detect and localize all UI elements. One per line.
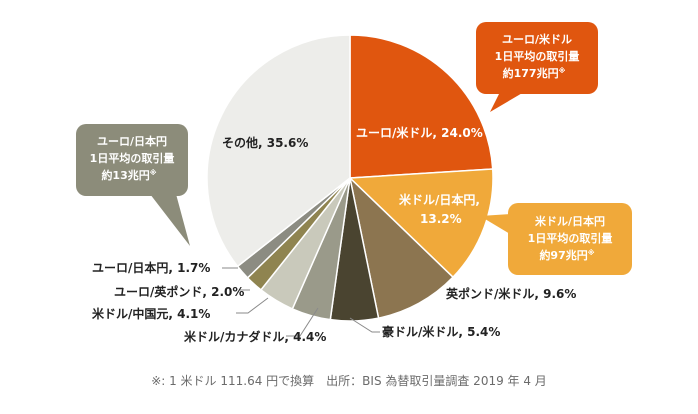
- label-usdcad: 米ドル/カナダドル, 4.4%: [184, 329, 326, 344]
- svg-text:約13兆円※: 約13兆円※: [101, 168, 156, 182]
- label-eurgbp: ユーロ/英ポンド, 2.0%: [114, 284, 244, 299]
- pie-slice-8: [206, 34, 351, 268]
- label-usdjpy-line2: 13.2%: [420, 212, 462, 226]
- callout-usdjpy-sup: ※: [588, 248, 595, 257]
- callout-eurjpy: ユーロ/日本円 1日平均の取引量 約13兆円※: [76, 124, 190, 246]
- callout-usdjpy-line1: 米ドル/日本円: [534, 214, 605, 228]
- callout-eurusd: ユーロ/米ドル 1日平均の取引量 約177兆円※: [476, 22, 598, 112]
- footnote: ※: 1 米ドル 111.64 円で換算 出所：BIS 為替取引量調査 2019…: [151, 374, 547, 388]
- callout-eurjpy-line3: 約13兆円: [101, 168, 149, 182]
- callout-eurjpy-line2: 1日平均の取引量: [90, 151, 175, 165]
- callout-eurjpy-sup: ※: [150, 168, 157, 177]
- leader-line-usdcad: [286, 307, 319, 337]
- leader-line-usdcny: [236, 297, 269, 314]
- label-eurjpy: ユーロ/日本円, 1.7%: [92, 260, 210, 275]
- callout-eurusd-line3: 約177兆円: [503, 66, 559, 80]
- callout-usdjpy: 米ドル/日本円 1日平均の取引量 約97兆円※: [480, 203, 632, 275]
- pie-slices: [206, 34, 494, 322]
- leader-line-audusd: [349, 317, 380, 333]
- pie-slice-2: [348, 175, 455, 320]
- leader-lines: [222, 267, 380, 337]
- pie-slice-0: [349, 34, 494, 179]
- callout-eurusd-sup: ※: [559, 66, 566, 75]
- svg-text:約177兆円※: 約177兆円※: [503, 66, 566, 80]
- callout-usdjpy-line3: 約97兆円: [539, 248, 587, 262]
- callout-usdjpy-line2: 1日平均の取引量: [528, 231, 613, 245]
- label-audusd: 豪ドル/米ドル, 5.4%: [382, 324, 500, 339]
- callout-eurusd-line2: 1日平均の取引量: [495, 49, 580, 63]
- label-gbpusd: 英ポンド/米ドル, 9.6%: [446, 286, 576, 301]
- label-usdcny: 米ドル/中国元, 4.1%: [92, 306, 210, 321]
- svg-text:約97兆円※: 約97兆円※: [539, 248, 594, 262]
- callout-eurjpy-line1: ユーロ/日本円: [97, 134, 167, 148]
- label-other: その他, 35.6%: [222, 135, 308, 150]
- label-eurusd: ユーロ/米ドル, 24.0%: [356, 125, 483, 140]
- callout-eurusd-line1: ユーロ/米ドル: [502, 32, 572, 46]
- label-usdjpy-line1: 米ドル/日本円,: [399, 192, 480, 207]
- pie-slice-1: [348, 168, 494, 279]
